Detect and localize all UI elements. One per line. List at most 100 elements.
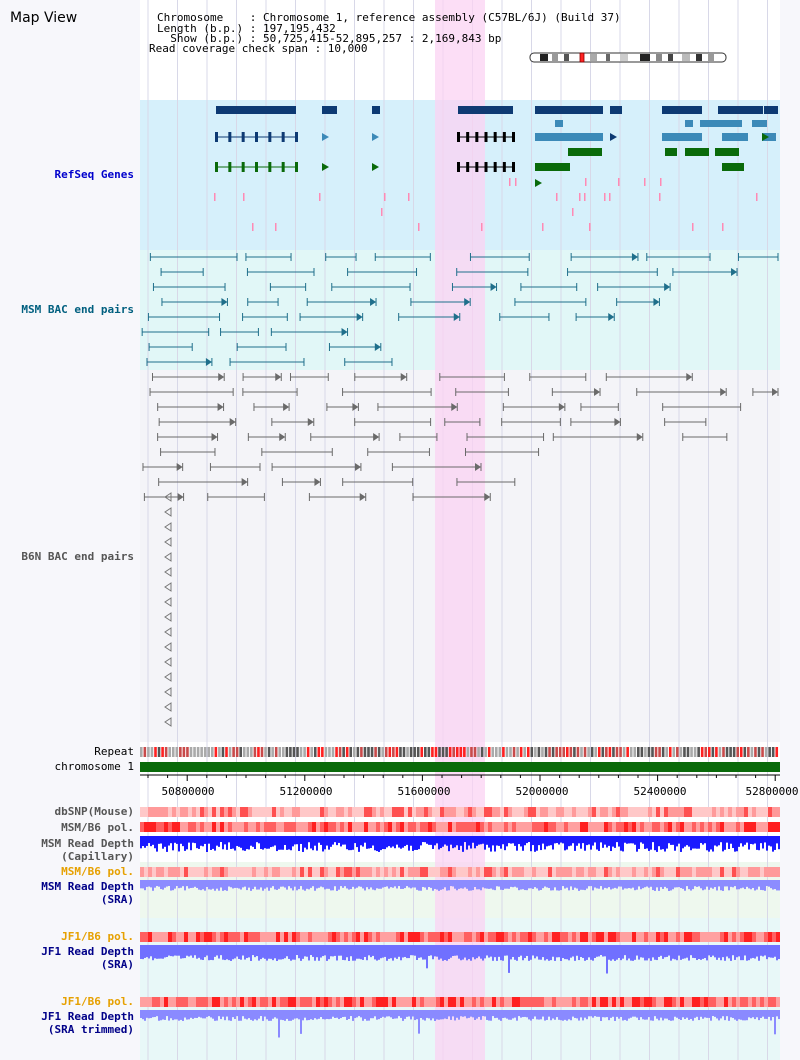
polymorphism-cell [760, 932, 764, 942]
read-depth-bar [500, 945, 502, 961]
polymorphism-cell [308, 997, 312, 1007]
polymorphism-cell [220, 807, 224, 817]
read-depth-bar [438, 945, 440, 960]
track-label-dbsnp[interactable]: dbSNP(Mouse) [54, 805, 134, 818]
read-depth-bar [432, 880, 434, 891]
read-depth-bar [606, 836, 608, 848]
read-depth-bar [666, 880, 668, 889]
polymorphism-cell [728, 822, 732, 832]
track-label-msm-depth-capillary[interactable]: MSM Read Depth [41, 837, 134, 850]
track-label-jf1-depth-sra-sub: (SRA) [100, 958, 134, 971]
chromosome-ideogram[interactable] [528, 50, 728, 66]
repeat-mark [775, 747, 779, 757]
polymorphism-cell [592, 822, 596, 832]
read-depth-bar [626, 880, 628, 889]
read-depth-bar [524, 880, 526, 891]
read-depth-bar [516, 1010, 518, 1021]
read-depth-bar [366, 1010, 368, 1021]
read-depth-bar [466, 880, 468, 889]
read-depth-bar [286, 836, 288, 850]
track-label-msm-depth-sra[interactable]: MSM Read Depth [41, 880, 134, 893]
polymorphism-cell [236, 807, 240, 817]
gene-exon [457, 132, 460, 142]
read-depth-bar [682, 945, 684, 959]
polymorphism-cell [224, 822, 228, 832]
read-depth-bar [292, 1010, 294, 1020]
read-depth-bar [260, 880, 262, 888]
read-depth-bar [230, 1010, 232, 1021]
read-depth-bar [444, 1010, 446, 1019]
polymorphism-cell [188, 822, 192, 832]
read-depth-bar [254, 1010, 256, 1020]
track-label-jf1-depth-trim[interactable]: JF1 Read Depth [41, 1010, 134, 1023]
polymorphism-cell [584, 932, 588, 942]
read-depth-bar [328, 1010, 330, 1020]
bac-single-end [164, 582, 172, 592]
track-label-b6n-bac[interactable]: B6N BAC end pairs [21, 550, 134, 563]
read-depth-bar [182, 1010, 184, 1021]
read-depth-bar [764, 836, 766, 843]
bac-end-arrow [474, 463, 481, 471]
read-depth-bar [466, 836, 468, 850]
read-depth-bar [526, 1010, 528, 1018]
track-label-jf1-depth-sra[interactable]: JF1 Read Depth [41, 945, 134, 958]
track-label-jf1-b6-pol-2[interactable]: JF1/B6 pol. [61, 995, 134, 1008]
polymorphism-cell [552, 997, 556, 1007]
track-label-refseq[interactable]: RefSeq Genes [54, 168, 134, 181]
polymorphism-cell [208, 822, 212, 832]
track-label-msm-bac[interactable]: MSM BAC end pairs [21, 303, 134, 316]
read-depth-bar [368, 836, 370, 849]
read-depth-bar [330, 1010, 332, 1019]
read-depth-bar [252, 945, 254, 956]
polymorphism-cell [652, 867, 656, 877]
repeat-mark [487, 747, 491, 757]
track-label-jf1-b6-pol[interactable]: JF1/B6 pol. [61, 930, 134, 943]
polymorphism-cell [360, 822, 364, 832]
read-depth-bar [440, 1010, 442, 1020]
read-depth-bar [306, 836, 308, 850]
repeat-mark [534, 747, 537, 757]
polymorphism-cell [552, 932, 556, 942]
track-label-msm-b6-pol-2[interactable]: MSM/B6 pol. [61, 865, 134, 878]
read-depth-bar [508, 836, 510, 844]
read-depth-bar [522, 1010, 524, 1018]
read-depth-bar [544, 880, 546, 887]
polymorphism-cell [360, 997, 364, 1007]
read-depth-bar [382, 1010, 384, 1017]
read-depth-bar [530, 1010, 532, 1021]
read-depth-bar [246, 880, 248, 891]
genome-plot-area[interactable] [140, 0, 780, 1060]
polymorphism-cell [700, 997, 704, 1007]
read-depth-bar [662, 836, 664, 850]
read-depth-bar [200, 836, 202, 846]
polymorphism-cell [308, 807, 312, 817]
polymorphism-cell [556, 807, 560, 817]
read-depth-bar [344, 836, 346, 845]
polymorphism-cell [196, 807, 200, 817]
polymorphism-cell [476, 807, 480, 817]
read-depth-bar [770, 945, 772, 958]
read-depth-bar [476, 945, 478, 959]
repeat-mark [640, 747, 644, 757]
polymorphism-cell [320, 997, 324, 1007]
mrna-mark [609, 193, 611, 201]
polymorphism-cell [208, 807, 212, 817]
read-depth-bar [630, 880, 632, 889]
polymorphism-cell [704, 932, 708, 942]
read-depth-bar [424, 1010, 426, 1021]
polymorphism-cell [396, 997, 400, 1007]
polymorphism-cell [756, 822, 760, 832]
polymorphism-cell [708, 867, 712, 877]
track-label-msm-b6-pol[interactable]: MSM/B6 pol. [61, 821, 134, 834]
polymorphism-cell [244, 807, 248, 817]
polymorphism-cell [556, 822, 560, 832]
read-depth-bar [468, 880, 470, 891]
read-depth-bar [492, 836, 494, 846]
read-depth-bar [708, 1010, 710, 1018]
polymorphism-cell [748, 807, 752, 817]
read-depth-bar [178, 945, 180, 956]
polymorphism-cell [740, 867, 744, 877]
read-depth-bar [552, 1010, 554, 1019]
read-depth-bar [642, 880, 644, 889]
bac-end-arrow [314, 478, 321, 486]
